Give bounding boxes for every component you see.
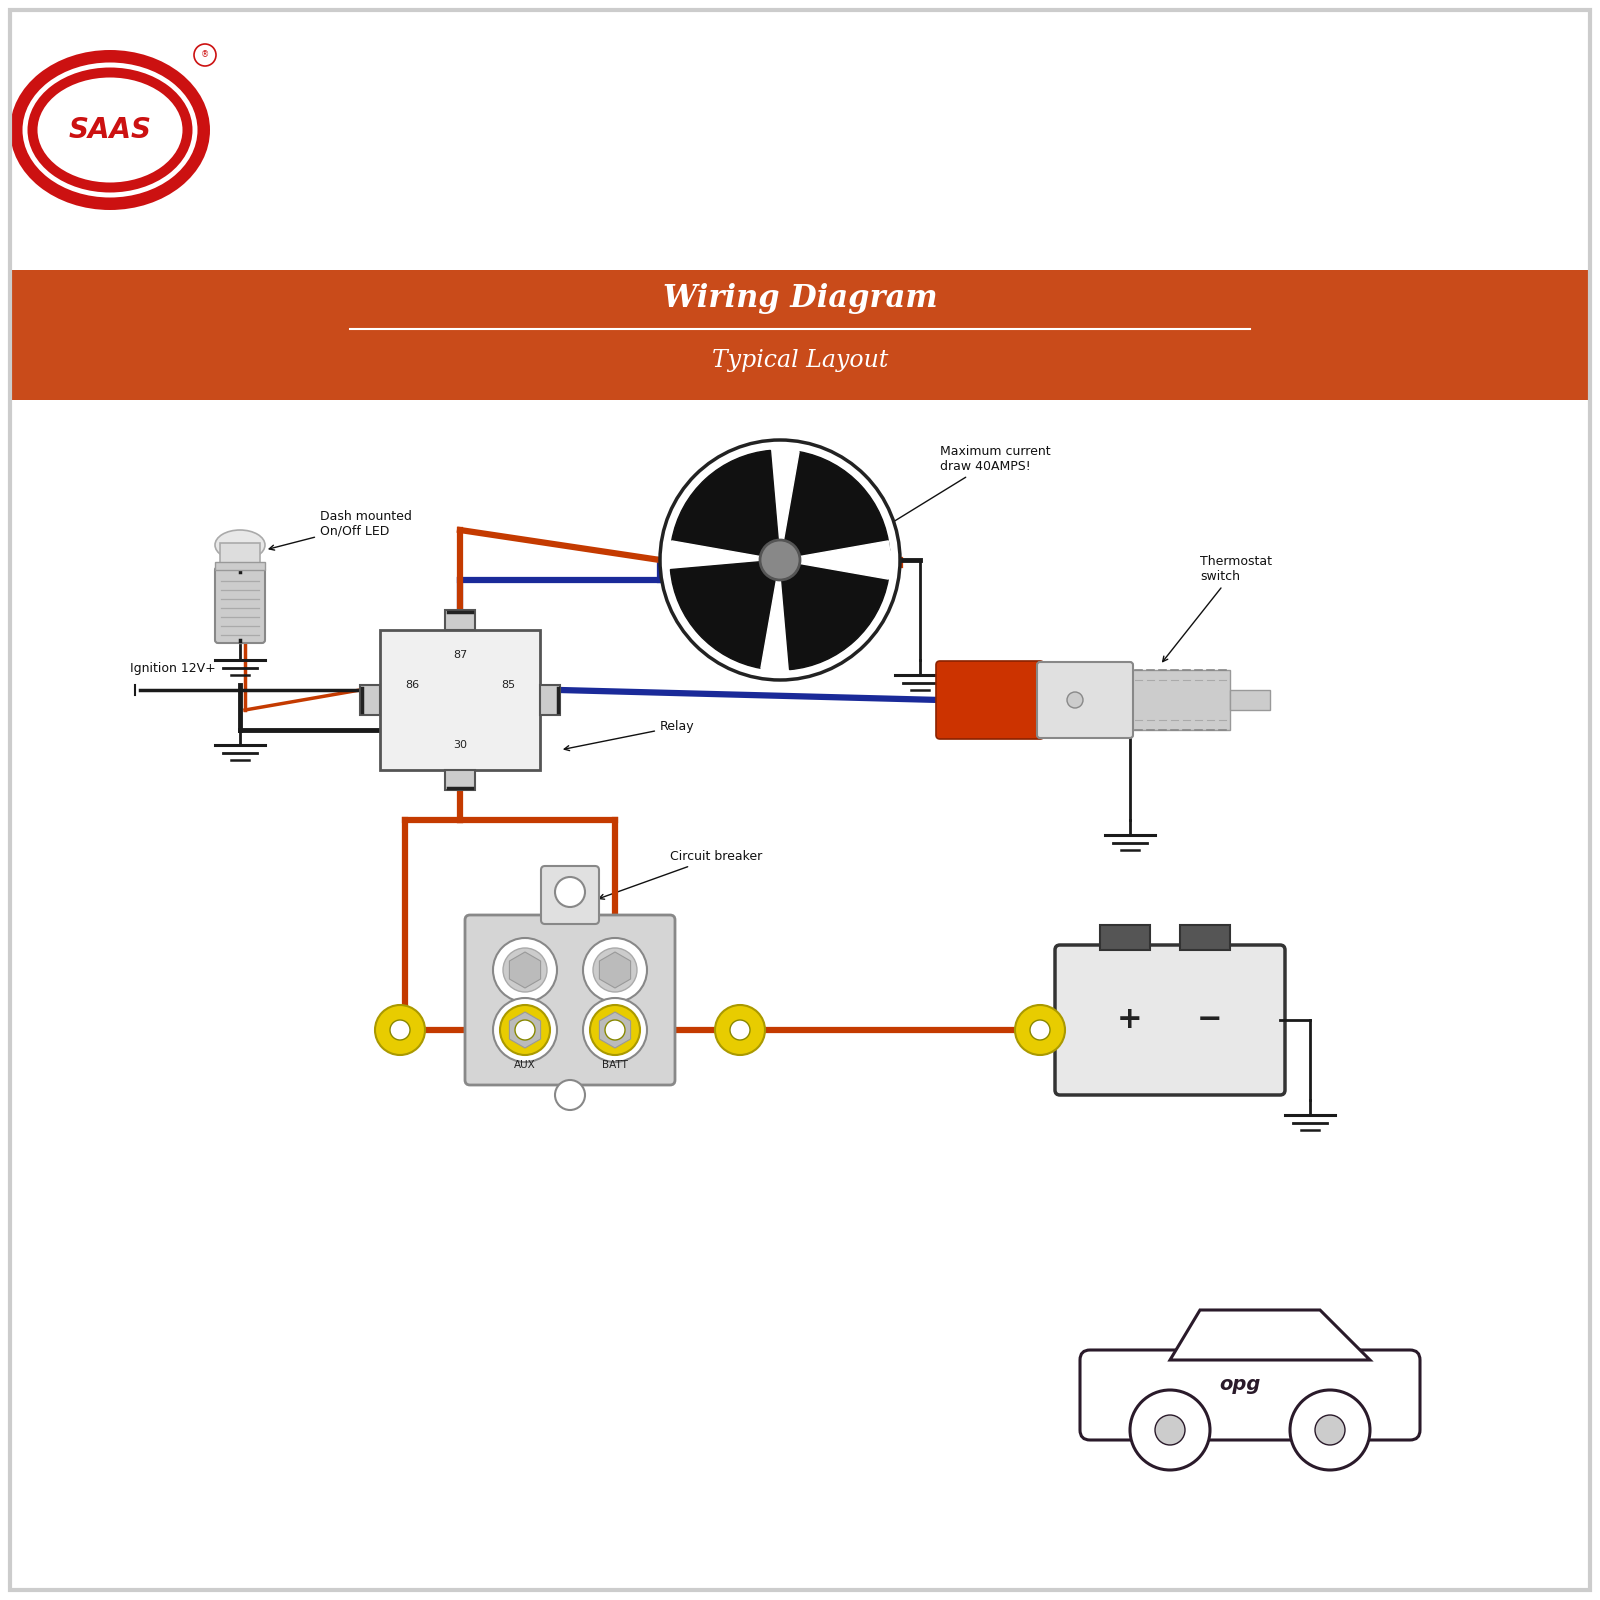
Text: BATT: BATT bbox=[602, 1059, 627, 1070]
Wedge shape bbox=[670, 560, 781, 669]
Bar bbox=[10, 270, 1590, 400]
Text: Circuit breaker: Circuit breaker bbox=[598, 850, 762, 899]
Circle shape bbox=[661, 440, 899, 680]
Circle shape bbox=[730, 1021, 750, 1040]
Circle shape bbox=[1315, 1414, 1346, 1445]
Bar bbox=[445, 610, 475, 630]
FancyBboxPatch shape bbox=[936, 661, 1043, 739]
Text: Typical Layout: Typical Layout bbox=[712, 349, 888, 373]
Wedge shape bbox=[762, 450, 798, 560]
Bar bbox=[214, 562, 266, 570]
Bar bbox=[541, 685, 560, 715]
Wedge shape bbox=[781, 541, 890, 579]
FancyBboxPatch shape bbox=[466, 915, 675, 1085]
Bar bbox=[381, 630, 541, 770]
Bar bbox=[1130, 670, 1230, 730]
Circle shape bbox=[555, 877, 586, 907]
Text: ®: ® bbox=[202, 51, 210, 59]
FancyBboxPatch shape bbox=[214, 566, 266, 643]
Text: Ignition 12V+: Ignition 12V+ bbox=[130, 662, 216, 675]
Circle shape bbox=[1014, 1005, 1066, 1054]
Circle shape bbox=[590, 1005, 640, 1054]
Circle shape bbox=[502, 947, 547, 992]
Circle shape bbox=[605, 1021, 626, 1040]
Circle shape bbox=[194, 43, 216, 66]
Circle shape bbox=[582, 938, 646, 1002]
Circle shape bbox=[1067, 691, 1083, 707]
Text: 86: 86 bbox=[405, 680, 419, 690]
Text: opg: opg bbox=[1219, 1376, 1261, 1395]
Circle shape bbox=[502, 1008, 547, 1053]
FancyBboxPatch shape bbox=[1037, 662, 1133, 738]
Text: 85: 85 bbox=[501, 680, 515, 690]
Bar bbox=[1101, 925, 1150, 950]
Circle shape bbox=[760, 541, 800, 579]
Circle shape bbox=[594, 947, 637, 992]
Text: Relay: Relay bbox=[565, 720, 694, 750]
Circle shape bbox=[499, 1005, 550, 1054]
Text: −: − bbox=[1197, 1005, 1222, 1035]
Text: Maximum current
draw 40AMPS!: Maximum current draw 40AMPS! bbox=[883, 445, 1051, 528]
Wedge shape bbox=[762, 560, 798, 670]
Wedge shape bbox=[781, 451, 890, 560]
Wedge shape bbox=[672, 451, 781, 560]
Text: Wiring Diagram: Wiring Diagram bbox=[662, 283, 938, 314]
FancyBboxPatch shape bbox=[1080, 1350, 1421, 1440]
Circle shape bbox=[582, 998, 646, 1062]
Circle shape bbox=[493, 998, 557, 1062]
Circle shape bbox=[1155, 1414, 1186, 1445]
Circle shape bbox=[1030, 1021, 1050, 1040]
Circle shape bbox=[493, 938, 557, 1002]
Circle shape bbox=[555, 1080, 586, 1110]
Bar bbox=[445, 770, 475, 790]
Wedge shape bbox=[670, 541, 781, 579]
Circle shape bbox=[1130, 1390, 1210, 1470]
Bar bbox=[1181, 925, 1230, 950]
FancyBboxPatch shape bbox=[541, 866, 598, 925]
Polygon shape bbox=[1170, 1310, 1370, 1360]
Bar bbox=[1230, 690, 1270, 710]
Ellipse shape bbox=[214, 530, 266, 560]
Bar bbox=[221, 542, 259, 565]
Ellipse shape bbox=[22, 62, 197, 197]
Circle shape bbox=[390, 1021, 410, 1040]
FancyBboxPatch shape bbox=[1054, 946, 1285, 1094]
Text: 87: 87 bbox=[453, 650, 467, 659]
Text: SAAS: SAAS bbox=[69, 117, 152, 144]
Text: +: + bbox=[1117, 1005, 1142, 1035]
Wedge shape bbox=[781, 560, 888, 669]
Ellipse shape bbox=[27, 67, 192, 192]
Text: Dash mounted
On/Off LED: Dash mounted On/Off LED bbox=[269, 510, 411, 550]
Circle shape bbox=[594, 1008, 637, 1053]
Circle shape bbox=[374, 1005, 426, 1054]
Text: Thermostat
switch: Thermostat switch bbox=[1163, 555, 1272, 662]
Text: AUX: AUX bbox=[514, 1059, 536, 1070]
Circle shape bbox=[1290, 1390, 1370, 1470]
Ellipse shape bbox=[10, 50, 210, 210]
Circle shape bbox=[715, 1005, 765, 1054]
Circle shape bbox=[515, 1021, 534, 1040]
Ellipse shape bbox=[37, 77, 182, 182]
Bar bbox=[360, 685, 381, 715]
Text: 30: 30 bbox=[453, 739, 467, 750]
